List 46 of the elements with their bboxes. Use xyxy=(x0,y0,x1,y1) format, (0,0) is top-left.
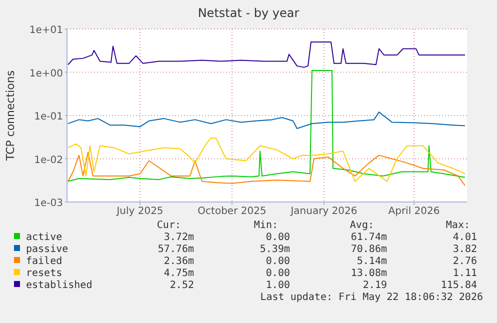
line-series xyxy=(68,138,466,182)
y-tick-label: 1e-02 xyxy=(34,154,63,166)
text: 2.52 xyxy=(170,280,194,291)
y-tick-label: 1e-01 xyxy=(34,112,63,122)
legend-label: resets xyxy=(26,268,62,279)
text: 3.72m xyxy=(164,232,194,243)
text: Max: xyxy=(446,220,470,231)
text: 5.14m xyxy=(356,256,387,267)
text: 61.74m xyxy=(350,232,387,243)
text: 1.00 xyxy=(266,280,290,291)
text: 13.08m xyxy=(350,268,387,279)
text: 0.00 xyxy=(266,232,290,243)
text: 57.76m xyxy=(158,244,194,255)
x-tick-label: April 2026 xyxy=(388,206,440,217)
line-series xyxy=(68,42,466,68)
text: 1.11 xyxy=(452,268,477,279)
text: 2.76 xyxy=(452,256,477,267)
text: 5.39m xyxy=(260,244,290,255)
text: 0.00 xyxy=(266,256,290,267)
text: 2.19 xyxy=(362,280,387,291)
text: 4.01 xyxy=(452,232,477,243)
chart-title: Netstat - by year xyxy=(198,6,300,20)
line-series xyxy=(68,152,466,186)
text: 0.00 xyxy=(266,268,290,279)
line-series xyxy=(68,70,466,182)
y-axis-title: TCP connections xyxy=(4,70,17,162)
text: Last update: Fri May 22 18:06:32 2026 xyxy=(260,292,483,303)
text: 3.82 xyxy=(452,244,477,255)
legend-label: passive xyxy=(26,244,68,255)
y-tick-label: 1e+00 xyxy=(29,68,63,80)
text: 70.86m xyxy=(350,244,387,255)
legend-label: established xyxy=(26,280,92,291)
legend-label: active xyxy=(26,232,62,243)
y-tick-label: 1e-03 xyxy=(34,198,63,209)
legend-label: failed xyxy=(26,256,62,267)
line-series xyxy=(68,112,466,130)
x-tick-label: October 2025 xyxy=(198,206,266,217)
text: 4.75m xyxy=(164,268,194,279)
text: Min: xyxy=(254,220,278,231)
x-tick-label: July 2025 xyxy=(116,206,164,217)
text: 2.36m xyxy=(164,256,194,267)
x-tick-label: January 2026 xyxy=(290,206,358,217)
y-tick-label: 1e+01 xyxy=(29,25,63,36)
text: 115.84 xyxy=(440,280,477,291)
text: Avg: xyxy=(350,220,374,231)
text: Cur: xyxy=(156,220,181,231)
